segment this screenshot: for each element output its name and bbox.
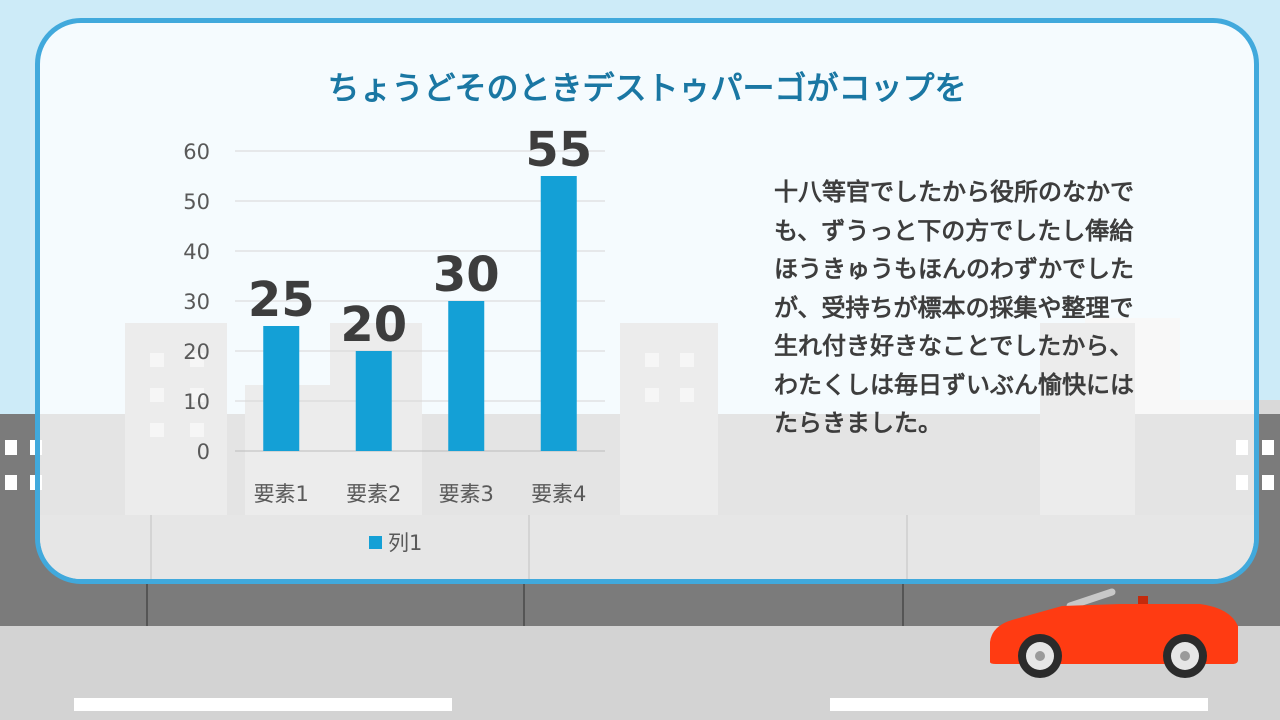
x-tick-label: 要素4 — [531, 482, 586, 506]
lane-marking — [74, 698, 452, 711]
x-axis-labels: 要素1 要素2 要素3 要素4 — [254, 482, 587, 506]
card-city-background — [40, 323, 1254, 579]
data-label: 20 — [340, 297, 407, 353]
data-label: 55 — [525, 122, 592, 178]
y-tick-label: 40 — [183, 240, 210, 264]
x-tick-label: 要素2 — [346, 482, 401, 506]
bar — [263, 326, 300, 451]
y-tick-label: 10 — [183, 390, 210, 414]
y-tick-label: 30 — [183, 290, 210, 314]
bar — [540, 176, 577, 451]
lane-marking — [830, 698, 1208, 711]
legend-swatch — [369, 536, 382, 549]
bar — [448, 301, 485, 451]
body-text: 十八等官でしたから役所のなかでも、ずうっと下の方でしたし俸給ほうきゅうもほんのわ… — [774, 178, 1134, 437]
x-tick-label: 要素3 — [439, 482, 494, 506]
data-label: 25 — [248, 272, 315, 328]
x-tick-label: 要素1 — [254, 482, 309, 506]
y-tick-label: 50 — [183, 190, 210, 214]
y-tick-label: 60 — [183, 140, 210, 164]
bar-chart: 0 10 20 30 40 50 60 25 20 30 55 要素1 要素2 要素3 要素4 列1 — [183, 122, 605, 555]
y-axis-ticks: 0 10 20 30 40 50 60 — [183, 140, 210, 464]
content-card: ちょうどそのときデストゥパーゴがコップを 0 10 20 30 40 50 60 25 20 3… — [35, 18, 1259, 584]
data-label: 30 — [433, 247, 500, 303]
data-labels: 25 20 30 55 — [248, 122, 592, 353]
legend: 列1 — [369, 531, 422, 555]
car-illustration — [990, 588, 1238, 678]
bars — [263, 176, 577, 451]
slide-title: ちょうどそのときデストゥパーゴがコップを — [327, 69, 967, 107]
bar — [355, 351, 392, 451]
y-tick-label: 20 — [183, 340, 210, 364]
y-tick-label: 0 — [197, 440, 210, 464]
legend-label: 列1 — [388, 531, 422, 555]
